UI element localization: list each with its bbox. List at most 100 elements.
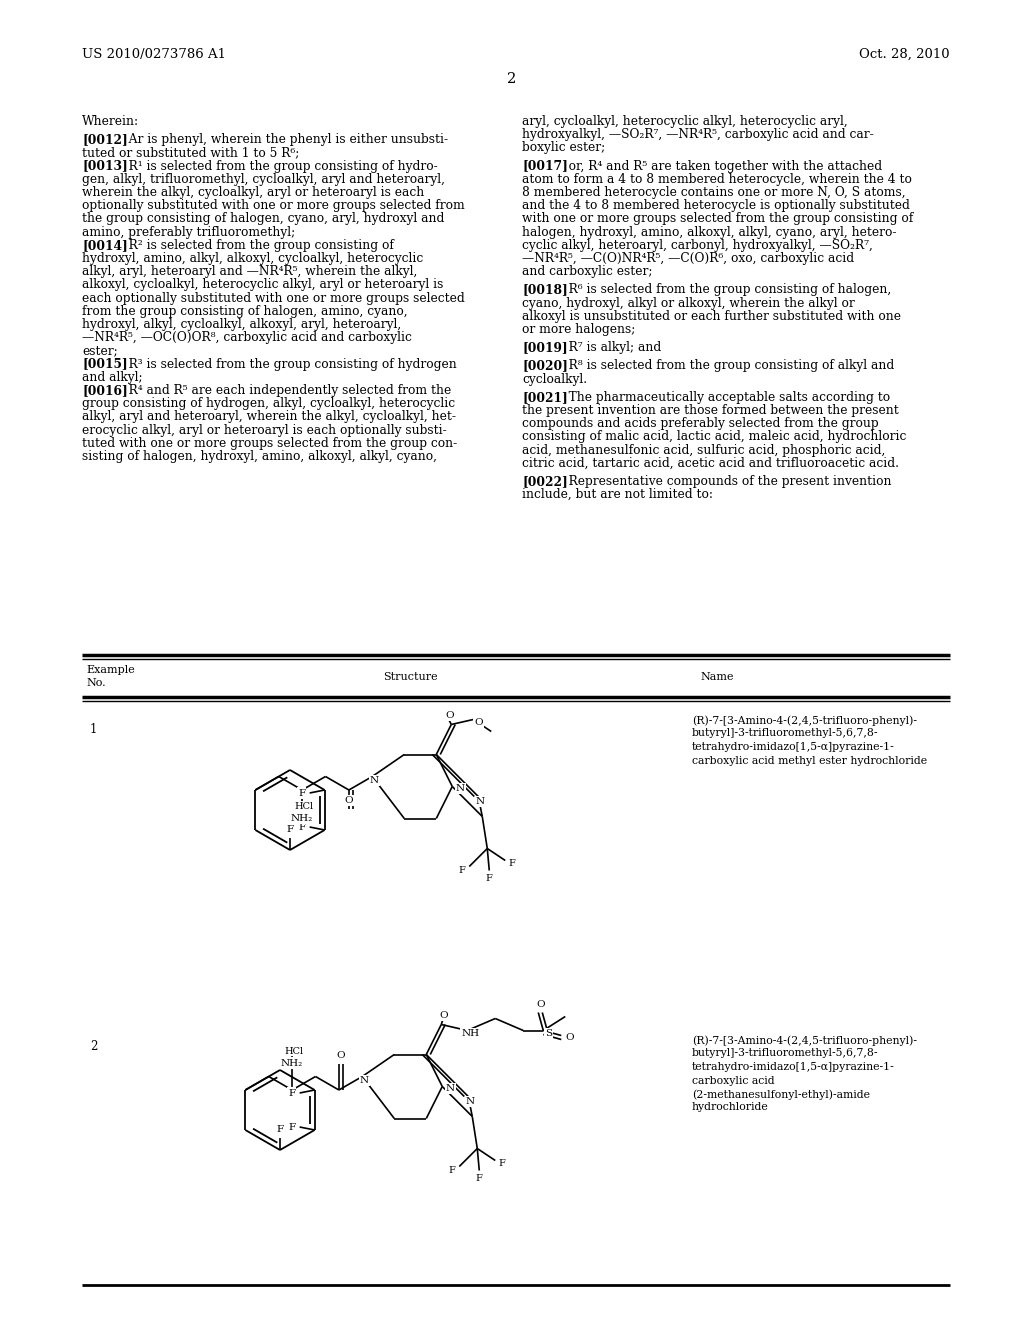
Text: HCl: HCl <box>295 803 313 810</box>
Text: O: O <box>536 1001 545 1008</box>
Text: Ar is phenyl, wherein the phenyl is either unsubsti-: Ar is phenyl, wherein the phenyl is eith… <box>117 133 449 147</box>
Text: O: O <box>439 1011 447 1020</box>
Text: N: N <box>445 1084 455 1093</box>
Text: tetrahydro-imidazo[1,5-α]pyrazine-1-: tetrahydro-imidazo[1,5-α]pyrazine-1- <box>692 742 895 752</box>
Text: F: F <box>288 1122 295 1131</box>
Text: 8 membered heterocycle contains one or more N, O, S atoms,: 8 membered heterocycle contains one or m… <box>522 186 905 199</box>
Text: F: F <box>287 825 294 834</box>
Text: R⁷ is alkyl; and: R⁷ is alkyl; and <box>557 341 662 354</box>
Text: Example: Example <box>86 665 135 675</box>
Text: amino, preferably trifluoromethyl;: amino, preferably trifluoromethyl; <box>82 226 295 239</box>
Text: tuted or substituted with 1 to 5 R⁶;: tuted or substituted with 1 to 5 R⁶; <box>82 147 299 160</box>
Text: 1: 1 <box>90 723 97 737</box>
Text: O: O <box>565 1034 573 1041</box>
Text: cycloalkyl.: cycloalkyl. <box>522 372 587 385</box>
Text: the present invention are those formed between the present: the present invention are those formed b… <box>522 404 899 417</box>
Text: The pharmaceutically acceptable salts according to: The pharmaceutically acceptable salts ac… <box>557 391 890 404</box>
Text: and the 4 to 8 membered heterocycle is optionally substituted: and the 4 to 8 membered heterocycle is o… <box>522 199 910 213</box>
Text: cyclic alkyl, heteroaryl, carbonyl, hydroxyalkyl, —SO₂R⁷,: cyclic alkyl, heteroaryl, carbonyl, hydr… <box>522 239 872 252</box>
Text: aryl, cycloalkyl, heterocyclic alkyl, heterocyclic aryl,: aryl, cycloalkyl, heterocyclic alkyl, he… <box>522 115 848 128</box>
Text: F: F <box>449 1166 456 1175</box>
Text: butyryl]-3-trifluoromethyl-5,6,7,8-: butyryl]-3-trifluoromethyl-5,6,7,8- <box>692 729 879 738</box>
Text: acid, methanesulfonic acid, sulfuric acid, phosphoric acid,: acid, methanesulfonic acid, sulfuric aci… <box>522 444 886 457</box>
Text: include, but are not limited to:: include, but are not limited to: <box>522 488 713 502</box>
Text: N: N <box>359 1076 369 1085</box>
Text: hydroxyalkyl, —SO₂R⁷, —NR⁴R⁵, carboxylic acid and car-: hydroxyalkyl, —SO₂R⁷, —NR⁴R⁵, carboxylic… <box>522 128 873 141</box>
Text: alkyl, aryl, heteroaryl and —NR⁴R⁵, wherein the alkyl,: alkyl, aryl, heteroaryl and —NR⁴R⁵, wher… <box>82 265 418 279</box>
Text: O: O <box>337 1052 345 1060</box>
Text: alkoxyl is unsubstituted or each further substituted with one: alkoxyl is unsubstituted or each further… <box>522 310 901 323</box>
Text: R³ is selected from the group consisting of hydrogen: R³ is selected from the group consisting… <box>117 358 457 371</box>
Text: 2: 2 <box>90 1040 97 1053</box>
Text: cyano, hydroxyl, alkyl or alkoxyl, wherein the alkyl or: cyano, hydroxyl, alkyl or alkoxyl, where… <box>522 297 855 310</box>
Text: NH: NH <box>461 1030 479 1038</box>
Text: each optionally substituted with one or more groups selected: each optionally substituted with one or … <box>82 292 465 305</box>
Text: carboxylic acid: carboxylic acid <box>692 1076 774 1085</box>
Text: citric acid, tartaric acid, acetic acid and trifluoroacetic acid.: citric acid, tartaric acid, acetic acid … <box>522 457 899 470</box>
Text: [0015]: [0015] <box>82 358 128 371</box>
Text: N: N <box>466 1097 475 1106</box>
Text: —NR⁴R⁵, —OC(O)OR⁸, carboxylic acid and carboxylic: —NR⁴R⁵, —OC(O)OR⁸, carboxylic acid and c… <box>82 331 412 345</box>
Text: group consisting of hydrogen, alkyl, cycloalkyl, heterocyclic: group consisting of hydrogen, alkyl, cyc… <box>82 397 455 411</box>
Text: hydroxyl, alkyl, cycloalkyl, alkoxyl, aryl, heteroaryl,: hydroxyl, alkyl, cycloalkyl, alkoxyl, ar… <box>82 318 401 331</box>
Text: ester;: ester; <box>82 345 118 358</box>
Text: N: N <box>370 776 379 785</box>
Text: NH₂: NH₂ <box>281 1059 303 1068</box>
Text: hydrochloride: hydrochloride <box>692 1102 769 1113</box>
Text: (R)-7-[3-Amino-4-(2,4,5-trifluoro-phenyl)-: (R)-7-[3-Amino-4-(2,4,5-trifluoro-phenyl… <box>692 715 918 726</box>
Text: or, R⁴ and R⁵ are taken together with the attached: or, R⁴ and R⁵ are taken together with th… <box>557 160 883 173</box>
Text: gen, alkyl, trifluoromethyl, cycloalkyl, aryl and heteroaryl,: gen, alkyl, trifluoromethyl, cycloalkyl,… <box>82 173 445 186</box>
Text: O: O <box>445 711 454 719</box>
Text: [0019]: [0019] <box>522 341 567 354</box>
Text: NH₂: NH₂ <box>291 814 313 824</box>
Text: [0014]: [0014] <box>82 239 128 252</box>
Text: N: N <box>476 797 484 807</box>
Text: and alkyl;: and alkyl; <box>82 371 142 384</box>
Text: R⁸ is selected from the group consisting of alkyl and: R⁸ is selected from the group consisting… <box>557 359 894 372</box>
Text: R¹ is selected from the group consisting of hydro-: R¹ is selected from the group consisting… <box>117 160 438 173</box>
Text: [0013]: [0013] <box>82 160 128 173</box>
Text: F: F <box>476 1173 482 1183</box>
Text: US 2010/0273786 A1: US 2010/0273786 A1 <box>82 48 226 61</box>
Text: F: F <box>288 1089 295 1097</box>
Text: and carboxylic ester;: and carboxylic ester; <box>522 265 652 279</box>
Text: or more halogens;: or more halogens; <box>522 323 635 337</box>
Text: compounds and acids preferably selected from the group: compounds and acids preferably selected … <box>522 417 879 430</box>
Text: [0021]: [0021] <box>522 391 567 404</box>
Text: boxylic ester;: boxylic ester; <box>522 141 605 154</box>
Text: [0022]: [0022] <box>522 475 567 488</box>
Text: Name: Name <box>700 672 733 682</box>
Text: sisting of halogen, hydroxyl, amino, alkoxyl, alkyl, cyano,: sisting of halogen, hydroxyl, amino, alk… <box>82 450 437 463</box>
Text: R⁶ is selected from the group consisting of halogen,: R⁶ is selected from the group consisting… <box>557 284 891 297</box>
Text: alkyl, aryl and heteroaryl, wherein the alkyl, cycloalkyl, het-: alkyl, aryl and heteroaryl, wherein the … <box>82 411 456 424</box>
Text: No.: No. <box>86 678 105 688</box>
Text: the group consisting of halogen, cyano, aryl, hydroxyl and: the group consisting of halogen, cyano, … <box>82 213 444 226</box>
Text: (R)-7-[3-Amino-4-(2,4,5-trifluoro-phenyl)-: (R)-7-[3-Amino-4-(2,4,5-trifluoro-phenyl… <box>692 1035 918 1045</box>
Text: F: F <box>298 788 305 797</box>
Text: [0012]: [0012] <box>82 133 128 147</box>
Text: (2-methanesulfonyl-ethyl)-amide: (2-methanesulfonyl-ethyl)-amide <box>692 1089 870 1100</box>
Text: —NR⁴R⁵, —C(O)NR⁴R⁵, —C(O)R⁶, oxo, carboxylic acid: —NR⁴R⁵, —C(O)NR⁴R⁵, —C(O)R⁶, oxo, carbox… <box>522 252 854 265</box>
Text: S: S <box>545 1030 552 1038</box>
Text: hydroxyl, amino, alkyl, alkoxyl, cycloalkyl, heterocyclic: hydroxyl, amino, alkyl, alkoxyl, cycloal… <box>82 252 423 265</box>
Text: butyryl]-3-trifluoromethyl-5,6,7,8-: butyryl]-3-trifluoromethyl-5,6,7,8- <box>692 1048 879 1059</box>
Text: F: F <box>459 866 466 875</box>
Text: F: F <box>485 874 493 883</box>
Text: F: F <box>499 1159 506 1168</box>
Text: O: O <box>474 718 482 727</box>
Text: consisting of malic acid, lactic acid, maleic acid, hydrochloric: consisting of malic acid, lactic acid, m… <box>522 430 906 444</box>
Text: erocyclic alkyl, aryl or heteroaryl is each optionally substi-: erocyclic alkyl, aryl or heteroaryl is e… <box>82 424 446 437</box>
Text: wherein the alkyl, cycloalkyl, aryl or heteroaryl is each: wherein the alkyl, cycloalkyl, aryl or h… <box>82 186 424 199</box>
Text: [0017]: [0017] <box>522 160 568 173</box>
Text: F: F <box>509 859 516 869</box>
Text: optionally substituted with one or more groups selected from: optionally substituted with one or more … <box>82 199 465 213</box>
Text: with one or more groups selected from the group consisting of: with one or more groups selected from th… <box>522 213 913 226</box>
Text: F: F <box>298 822 305 832</box>
Text: R⁴ and R⁵ are each independently selected from the: R⁴ and R⁵ are each independently selecte… <box>117 384 452 397</box>
Text: halogen, hydroxyl, amino, alkoxyl, alkyl, cyano, aryl, hetero-: halogen, hydroxyl, amino, alkoxyl, alkyl… <box>522 226 896 239</box>
Text: [0018]: [0018] <box>522 284 567 297</box>
Text: alkoxyl, cycloalkyl, heterocyclic alkyl, aryl or heteroaryl is: alkoxyl, cycloalkyl, heterocyclic alkyl,… <box>82 279 443 292</box>
Text: [0020]: [0020] <box>522 359 568 372</box>
Text: atom to form a 4 to 8 membered heterocycle, wherein the 4 to: atom to form a 4 to 8 membered heterocyc… <box>522 173 912 186</box>
Text: [0016]: [0016] <box>82 384 128 397</box>
